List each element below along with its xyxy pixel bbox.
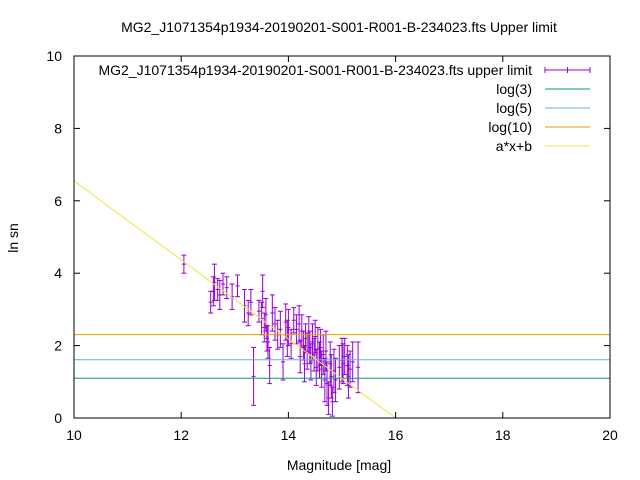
legend-label: a*x+b bbox=[496, 138, 532, 154]
data-point bbox=[288, 328, 294, 359]
data-point bbox=[323, 330, 329, 372]
data-point bbox=[344, 345, 350, 386]
data-point bbox=[256, 299, 262, 323]
legend-label: MG2_J1071354p1934-20190201-S001-R001-B-2… bbox=[98, 62, 532, 78]
data-point bbox=[342, 337, 348, 376]
data-point bbox=[251, 346, 257, 406]
y-tick-label: 4 bbox=[54, 265, 62, 281]
data-point bbox=[277, 310, 283, 348]
data-point bbox=[181, 254, 187, 274]
plot-content bbox=[74, 180, 610, 418]
legend-label: log(5) bbox=[496, 100, 532, 116]
legend-item: log(5) bbox=[496, 100, 590, 116]
data-point bbox=[296, 305, 302, 343]
data-point bbox=[350, 341, 356, 383]
plot-area bbox=[74, 180, 610, 418]
data-point bbox=[267, 346, 273, 385]
x-axis-label: Magnitude [mag] bbox=[287, 457, 391, 473]
legend-label: log(10) bbox=[488, 119, 532, 135]
legend-item: log(3) bbox=[496, 81, 590, 97]
fit-line bbox=[74, 180, 396, 418]
axes: 10 12 14 16 18 20 0 2 4 6 8 10 bbox=[46, 48, 618, 443]
data-point bbox=[217, 279, 223, 310]
data-point bbox=[355, 341, 361, 394]
data-point bbox=[280, 343, 286, 381]
x-tick-label: 10 bbox=[66, 427, 82, 443]
data-point bbox=[312, 319, 318, 354]
y-tick-label: 0 bbox=[54, 410, 62, 426]
data-point bbox=[210, 276, 216, 307]
data-point bbox=[291, 307, 297, 334]
data-point bbox=[293, 314, 299, 345]
data-point bbox=[331, 348, 337, 394]
chart-title: MG2_J1071354p1934-20190201-S001-R001-B-2… bbox=[121, 19, 557, 35]
legend-item: MG2_J1071354p1934-20190201-S001-R001-B-2… bbox=[98, 62, 591, 78]
x-tick-label: 18 bbox=[495, 427, 511, 443]
data-point bbox=[301, 345, 307, 383]
legend-item: log(10) bbox=[488, 119, 590, 135]
y-tick-label: 10 bbox=[46, 48, 62, 64]
y-tick-label: 6 bbox=[54, 193, 62, 209]
data-point bbox=[245, 299, 251, 327]
legend: MG2_J1071354p1934-20190201-S001-R001-B-2… bbox=[98, 62, 591, 154]
data-point bbox=[208, 290, 214, 314]
legend-label: log(3) bbox=[496, 81, 532, 97]
y-tick-label: 8 bbox=[54, 120, 62, 136]
data-point bbox=[234, 274, 240, 298]
data-point bbox=[248, 288, 254, 316]
y-tick-label: 2 bbox=[54, 338, 62, 354]
data-point bbox=[269, 294, 275, 332]
x-tick-label: 16 bbox=[388, 427, 404, 443]
x-tick-label: 14 bbox=[281, 427, 297, 443]
data-point bbox=[336, 345, 342, 390]
data-point bbox=[260, 274, 266, 309]
data-point bbox=[327, 341, 333, 386]
legend-item: a*x+b bbox=[496, 138, 590, 154]
data-point bbox=[333, 357, 339, 403]
data-point bbox=[211, 263, 217, 301]
data-point bbox=[307, 330, 313, 365]
x-tick-label: 12 bbox=[173, 427, 189, 443]
data-point bbox=[224, 276, 230, 300]
data-point bbox=[328, 354, 334, 399]
data-point bbox=[272, 307, 278, 341]
plot-frame bbox=[73, 55, 611, 419]
y-axis-label: ln sn bbox=[5, 223, 21, 253]
data-point bbox=[229, 283, 235, 310]
data-point bbox=[347, 350, 353, 388]
x-tick-label: 20 bbox=[602, 427, 618, 443]
